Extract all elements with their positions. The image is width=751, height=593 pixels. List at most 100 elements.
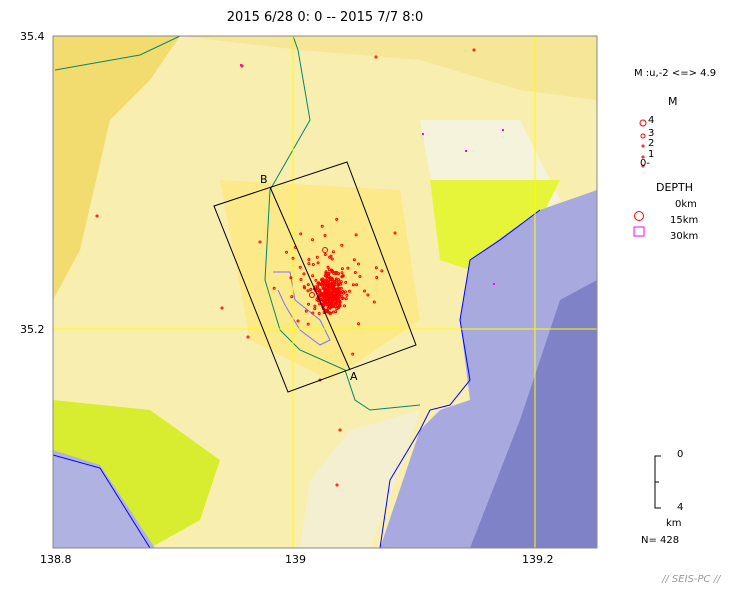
earthquake-marker: [327, 271, 331, 275]
earthquake-marker: [393, 231, 397, 235]
earthquake-marker: [321, 298, 325, 302]
earthquake-marker: [358, 275, 362, 278]
earthquake-marker: [323, 278, 327, 282]
earthquake-marker: [318, 294, 322, 298]
lon-tick: 139: [285, 553, 306, 566]
earthquake-marker: [320, 224, 324, 228]
earthquake-marker: [315, 255, 319, 259]
map-frame: [52, 35, 598, 549]
earthquake-marker: [374, 266, 378, 270]
event-count: N= 428: [641, 535, 680, 546]
earthquake-marker: [345, 293, 349, 297]
earthquake-marker: [329, 287, 333, 290]
earthquake-marker: [327, 295, 331, 299]
earthquake-marker: [337, 302, 341, 306]
earthquake-marker: [323, 253, 327, 256]
earthquake-marker: [322, 287, 326, 291]
earthquake-marker: [331, 310, 335, 314]
earthquake-marker: [299, 278, 303, 281]
earthquake-marker: [306, 289, 310, 293]
earthquake-marker: [348, 289, 351, 293]
earthquake-marker: [327, 282, 331, 286]
earthquake-marker: [313, 304, 317, 308]
earthquake-marker: [340, 296, 344, 300]
earthquake-marker: [315, 298, 319, 301]
earthquake-marker: [472, 48, 476, 52]
earthquake-marker: [323, 299, 327, 303]
section-label-b: B: [260, 173, 268, 186]
earthquake-marker: [302, 272, 306, 276]
earthquake-marker: [336, 297, 340, 301]
earthquake-marker: [328, 276, 332, 280]
earthquake-marker: [330, 300, 334, 304]
earthquake-marker: [323, 284, 326, 288]
earthquake-marker: [334, 277, 338, 281]
earthquake-marker: [332, 289, 336, 293]
earthquake-marker: [343, 290, 347, 294]
legend-mag-label: 1: [648, 149, 655, 160]
earthquake-marker: [317, 312, 321, 315]
earthquake-marker: [339, 286, 343, 290]
earthquake-marker: [316, 261, 320, 265]
earthquake-marker: [327, 289, 331, 293]
earthquake-marker: [313, 285, 317, 289]
earthquake-marker: [314, 278, 318, 282]
earthquake-marker: [336, 283, 340, 287]
earthquake-marker: [307, 258, 311, 261]
earthquake-marker: [372, 300, 376, 304]
earthquake-marker: [289, 276, 293, 280]
earthquake-marker: [307, 262, 311, 266]
earthquake-marker: [330, 301, 334, 305]
earthquake-marker: [380, 269, 384, 273]
earthquake-marker: [344, 297, 348, 301]
earthquake-marker: [299, 232, 303, 236]
earthquake-marker: [338, 428, 342, 432]
lat-tick: 35.4: [20, 30, 45, 43]
earthquake-marker: [306, 283, 310, 287]
earthquake-marker: [337, 286, 341, 290]
legend-depth30-icon: [633, 226, 645, 237]
legend-mag1-icon: [641, 155, 645, 159]
earthquake-marker: [353, 271, 357, 274]
earthquake-marker: [321, 302, 325, 306]
earthquake-marker: [340, 267, 344, 271]
earthquake-marker: [328, 305, 332, 309]
earthquake-marker: [352, 258, 356, 262]
earthquake-marker: [306, 322, 310, 326]
earthquake-marker: [341, 274, 345, 278]
earthquake-marker: [291, 256, 295, 260]
legend-depth15-icon: [634, 211, 644, 221]
cross-section-box: [213, 161, 417, 393]
earthquake-marker: [309, 292, 315, 298]
earthquake-marker: [332, 303, 336, 307]
earthquake-marker: [335, 217, 339, 221]
legend-mag-label: 2: [648, 138, 655, 149]
earthquake-marker: [324, 271, 328, 275]
earthquake-marker: [374, 55, 378, 59]
section-label-a: A: [350, 370, 358, 383]
earthquake-marker: [341, 289, 345, 293]
earthquake-marker: [343, 304, 346, 308]
earthquake-marker: [323, 282, 327, 286]
earthquake-marker: [335, 280, 339, 284]
lat-tick: 35.2: [20, 323, 45, 336]
earthquake-marker: [330, 294, 333, 298]
earthquake-marker: [311, 274, 315, 278]
earthquake-marker: [322, 247, 328, 253]
earthquake-marker: [317, 281, 321, 285]
earthquake-marker: [325, 277, 329, 280]
earthquake-marker: [366, 293, 370, 297]
earthquake-marker: [313, 307, 317, 311]
earthquake-marker: [290, 295, 294, 299]
earthquake-marker: [357, 262, 360, 266]
earthquake-marker: [331, 279, 335, 283]
earthquake-marker: [333, 291, 337, 295]
earthquake-marker: [311, 263, 315, 266]
earthquake-marker: [326, 265, 330, 269]
earthquake-marker: [318, 289, 322, 293]
earthquake-marker: [338, 299, 342, 303]
deep-earthquake-marker: [493, 283, 495, 285]
legend-depth-title: DEPTH: [656, 181, 694, 194]
earthquake-marker: [332, 294, 336, 298]
earthquake-marker: [351, 352, 355, 356]
